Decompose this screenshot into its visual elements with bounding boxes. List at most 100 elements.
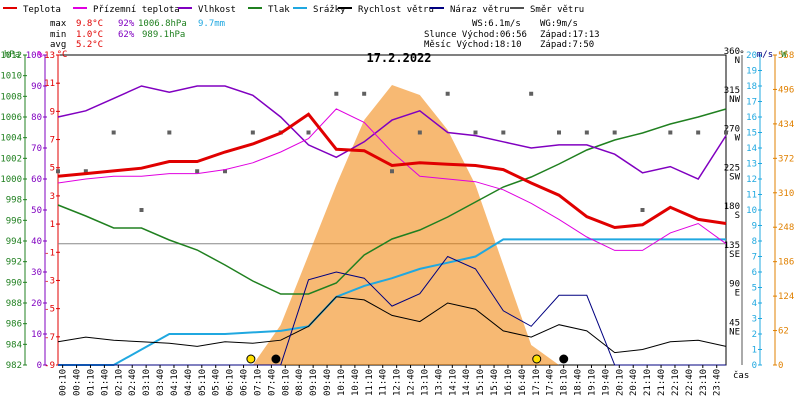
- wind-axis-tick-label: 18: [746, 82, 757, 92]
- x-tick-label: 18:40: [574, 369, 584, 396]
- x-tick-label: 16:10: [504, 369, 514, 396]
- humidity-axis-tick-label: 70: [31, 144, 42, 154]
- legend-label: Rychlost větru: [358, 5, 434, 15]
- direction-tick-name: SW: [729, 172, 740, 182]
- wind-direction-dot: [139, 208, 144, 212]
- stats-min-temp: 1.0°C: [76, 30, 103, 40]
- x-tick-label: 19:10: [587, 369, 597, 396]
- x-tick-label: 11:10: [365, 369, 375, 396]
- axis-unit-degc: °C: [57, 50, 68, 60]
- stats-moon: Měsíc Východ:18:10: [424, 40, 522, 50]
- x-tick-label: 07:10: [253, 369, 263, 396]
- wind-direction-dot: [557, 130, 561, 135]
- x-tick-label: 22:10: [671, 369, 681, 396]
- legend: Teplota Přízemní teplota Vlhkost Tlak Srážky…: [3, 5, 584, 15]
- x-tick-label: 21:10: [643, 369, 653, 396]
- x-tick-label: 06:40: [240, 369, 250, 396]
- wind-axis-tick-label: 11: [746, 191, 757, 201]
- stats-panel: max 9.8°C 92% 1006.8hPa 9.7mm min 1.0°C …: [50, 19, 600, 50]
- wind-axis-tick-label: 19: [746, 67, 757, 77]
- x-tick-label: 15:40: [490, 369, 500, 396]
- pressure-axis-tick-label: 986: [6, 320, 22, 330]
- direction-tick-label: 360: [724, 47, 740, 57]
- humidity-axis-tick-label: 40: [31, 237, 42, 247]
- wind-axis-tick-label: 12: [746, 175, 757, 185]
- series-srážky: [58, 238, 726, 366]
- radiation-axis-tick-label: 558: [778, 51, 794, 61]
- wind-axis-tick-label: 10: [746, 206, 757, 216]
- stats-ws: WS:6.1m/s: [472, 19, 521, 29]
- moonset-marker: [271, 354, 281, 364]
- axis-unit-hpa: hPa: [4, 50, 20, 60]
- wind-direction-dot: [195, 169, 200, 174]
- wind-direction-dot: [696, 130, 701, 135]
- temperature-axis-tick-label: 9: [50, 107, 55, 117]
- x-tick-label: 20:10: [615, 369, 625, 396]
- pressure-axis-tick-label: 1002: [0, 154, 22, 164]
- stats-max-hum: 92%: [118, 19, 135, 29]
- temperature-axis-tick-label: 7: [50, 136, 55, 146]
- radiation-area: [58, 85, 726, 365]
- wind-axis-tick-label: 6: [752, 268, 757, 278]
- direction-tick-label: 315: [724, 86, 740, 96]
- wind-axis-tick-label: 4: [752, 299, 757, 309]
- wind-direction-dot: [417, 130, 422, 135]
- wind-direction-dot: [111, 130, 116, 135]
- stats-moon-set: Západ:7:50: [540, 40, 594, 50]
- direction-tick-name: E: [735, 289, 740, 299]
- x-tick-label: 02:40: [128, 369, 138, 396]
- wind-axis-tick-label: 13: [746, 160, 757, 170]
- x-tick-label: 18:10: [560, 369, 570, 396]
- wind-axis-tick-label: 5: [752, 284, 757, 294]
- wind-direction-dot: [390, 169, 394, 174]
- wind-axis-tick-label: 8: [752, 237, 757, 247]
- x-tick-label: 00:10: [59, 369, 69, 396]
- x-tick-label: 13:40: [434, 369, 444, 396]
- stats-min-press: 989.1hPa: [142, 30, 185, 40]
- radiation-axis-tick-label: 372: [778, 154, 794, 164]
- legend-label: Srážky: [313, 5, 346, 15]
- wind-direction-dot: [362, 91, 367, 96]
- stats-wg: WG:9m/s: [540, 19, 578, 29]
- legend-label: Náraz větru: [450, 5, 510, 15]
- direction-tick-name: SE: [729, 250, 740, 260]
- wind-direction-dot: [640, 208, 645, 212]
- series-teplota: [57, 112, 727, 230]
- radiation-axis-tick-label: 62: [778, 327, 789, 337]
- x-tick-label: 09:10: [309, 369, 319, 396]
- x-tick-label: 17:10: [532, 369, 542, 396]
- legend-label: Směr větru: [530, 5, 584, 15]
- stats-avg-label: avg: [50, 40, 66, 50]
- temperature-axis-tick-label: -1: [44, 248, 55, 258]
- humidity-axis-tick-label: 80: [31, 113, 42, 123]
- wind-axis-tick-label: 3: [752, 315, 757, 325]
- axis-unit-deg: °: [739, 50, 744, 60]
- pressure-axis-tick-label: 1010: [0, 72, 22, 82]
- direction-tick-name: S: [735, 211, 740, 221]
- x-tick-label: 04:40: [184, 369, 194, 396]
- x-tick-label: 06:10: [226, 369, 236, 396]
- wind-direction-dot: [612, 130, 617, 135]
- wind-direction-dot: [334, 91, 339, 96]
- pressure-axis-tick-label: 982: [6, 361, 22, 371]
- direction-tick-name: NW: [729, 95, 740, 105]
- temperature-axis-tick-label: 13: [44, 51, 55, 61]
- wind-axis-tick-label: 17: [746, 98, 757, 108]
- axis-unit-w: W: [781, 50, 787, 60]
- humidity-axis-tick-label: 60: [31, 175, 42, 185]
- x-tick-label: 16:40: [518, 369, 528, 396]
- direction-tick-label: 135: [724, 241, 740, 251]
- wind-axis-tick-label: 7: [752, 253, 757, 263]
- direction-tick-name: N: [735, 56, 740, 66]
- x-tick-label: 08:10: [281, 369, 291, 396]
- direction-tick-name: NE: [729, 327, 740, 337]
- wind-axis-tick-label: 15: [746, 129, 757, 139]
- series-tlak: [57, 108, 727, 295]
- stats-rain: 9.7mm: [198, 19, 225, 29]
- x-tick-label: 03:10: [142, 369, 152, 396]
- sunrise-marker: [246, 354, 256, 364]
- x-tick-label: 10:40: [351, 369, 361, 396]
- series-vlhkost: [57, 85, 727, 180]
- pressure-axis-tick-label: 998: [6, 196, 22, 206]
